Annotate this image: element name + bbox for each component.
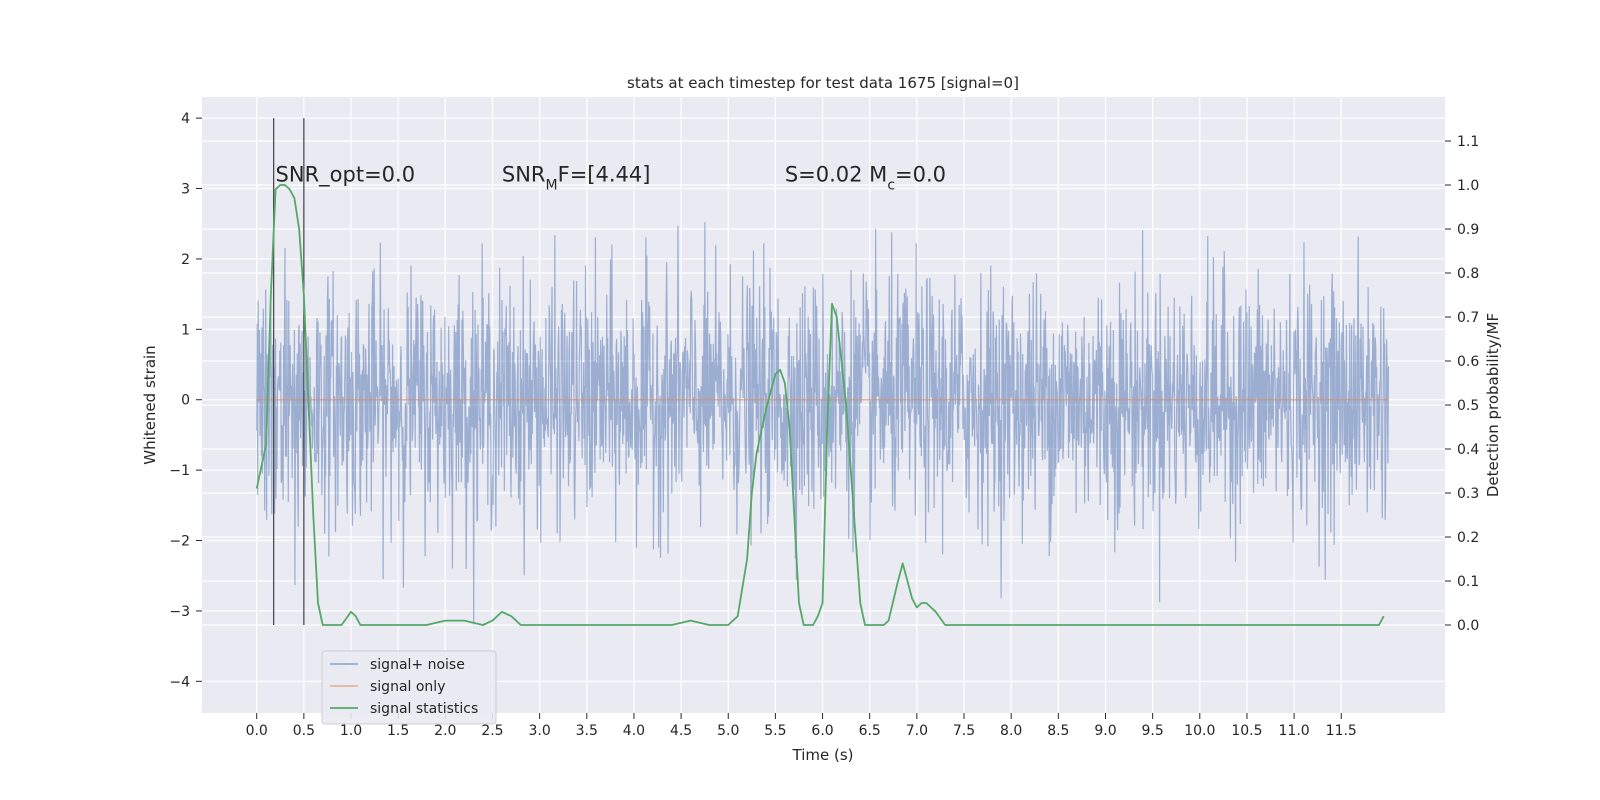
y-tick-label-left-5: 1 [181,322,190,338]
x-tick-label-5: 2.5 [481,723,503,739]
chart-title: stats at each timestep for test data 167… [627,74,1019,92]
y-tick-label-left-4: 0 [181,393,190,409]
y-tick-label-right-3: 0.3 [1457,486,1479,502]
vertical-lines [273,118,305,625]
x-tick-label-10: 5.0 [717,723,739,739]
y-tick-label-right-8: 0.8 [1457,266,1479,282]
y-tick-label-left-8: 4 [181,111,190,127]
legend-box [321,650,497,725]
statistics-line [255,184,1385,626]
x-tick-label-11: 5.5 [764,723,786,739]
x-tick-label-20: 10.0 [1184,723,1215,739]
x-tick-label-4: 2.0 [434,723,456,739]
x-tick-label-14: 7.0 [906,723,928,739]
y-axis-label-left: Whitened strain [141,345,159,464]
x-tick-label-12: 6.0 [811,723,833,739]
x-tick-label-13: 6.5 [859,723,881,739]
x-tick-label-16: 8.0 [1000,723,1022,739]
y-tick-label-right-11: 1.1 [1457,134,1479,150]
x-ticks: 0.0 0.5 1.0 1.5 2.0 2.5 3.0 3.5 4.0 4.5 5.0 5.5 6.0 6… [246,713,1357,739]
y-tick-label-left-3: −1 [169,463,190,479]
annotations: SNR_opt=0.0 SNRMF=[4.44] S=0.02 Mc=0.0 [276,162,946,193]
x-tick-label-15: 7.5 [953,723,975,739]
y-tick-label-left-6: 2 [181,252,190,268]
x-tick-label-0: 0.0 [246,723,268,739]
x-tick-label-18: 9.0 [1094,723,1116,739]
y-tick-label-right-1: 0.1 [1457,574,1479,590]
y-tick-label-right-6: 0.6 [1457,354,1479,370]
y-tick-label-left-1: −3 [169,604,190,620]
y-tick-label-right-5: 0.5 [1457,398,1479,414]
x-tick-label-8: 4.0 [623,723,645,739]
y-tick-label-left-2: −2 [169,534,190,550]
noise-series [256,222,1390,625]
x-tick-label-23: 11.5 [1326,723,1357,739]
noise-line [256,222,1390,625]
y-tick-label-right-4: 0.4 [1457,442,1479,458]
statistics-series [255,184,1385,626]
x-axis-label: Time (s) [792,746,854,764]
legend-label-signal: signal only [370,679,445,695]
y-ticks-right: 0.0 0.1 0.2 0.3 0.4 0.5 0.6 0.7 0.8 0.9 1.0 1.1 [1445,134,1479,634]
x-tick-label-1: 0.5 [293,723,315,739]
annotation-1: SNRMF=[4.44] [502,162,651,193]
x-tick-label-9: 4.5 [670,723,692,739]
x-tick-label-19: 9.5 [1142,723,1164,739]
y-ticks-left: −4 −3 −2 −1 0 1 2 3 4 [169,111,202,690]
annotation-0: SNR_opt=0.0 [276,162,416,187]
y-tick-label-left-0: −4 [169,674,190,690]
x-tick-label-22: 11.0 [1279,723,1310,739]
x-tick-label-21: 10.5 [1231,723,1262,739]
y-tick-label-right-7: 0.7 [1457,310,1479,326]
x-tick-label-6: 3.0 [528,723,550,739]
legend: signal+ noise signal only signal statist… [321,650,497,725]
x-tick-label-3: 1.5 [387,723,409,739]
y-tick-label-right-10: 1.0 [1457,178,1479,194]
y-tick-label-right-2: 0.2 [1457,530,1479,546]
x-tick-label-2: 1.0 [340,723,362,739]
legend-label-statistics: signal statistics [370,701,478,717]
y-tick-label-right-9: 0.9 [1457,222,1479,238]
legend-label-noise: signal+ noise [370,657,465,673]
annotation-2: S=0.02 Mc=0.0 [785,162,946,193]
y-tick-label-right-0: 0.0 [1457,618,1479,634]
y-axis-label-right: Detection probability/MF [1484,313,1502,497]
x-tick-label-17: 8.5 [1047,723,1069,739]
x-tick-label-7: 3.5 [576,723,598,739]
y-tick-label-left-7: 3 [181,182,190,198]
